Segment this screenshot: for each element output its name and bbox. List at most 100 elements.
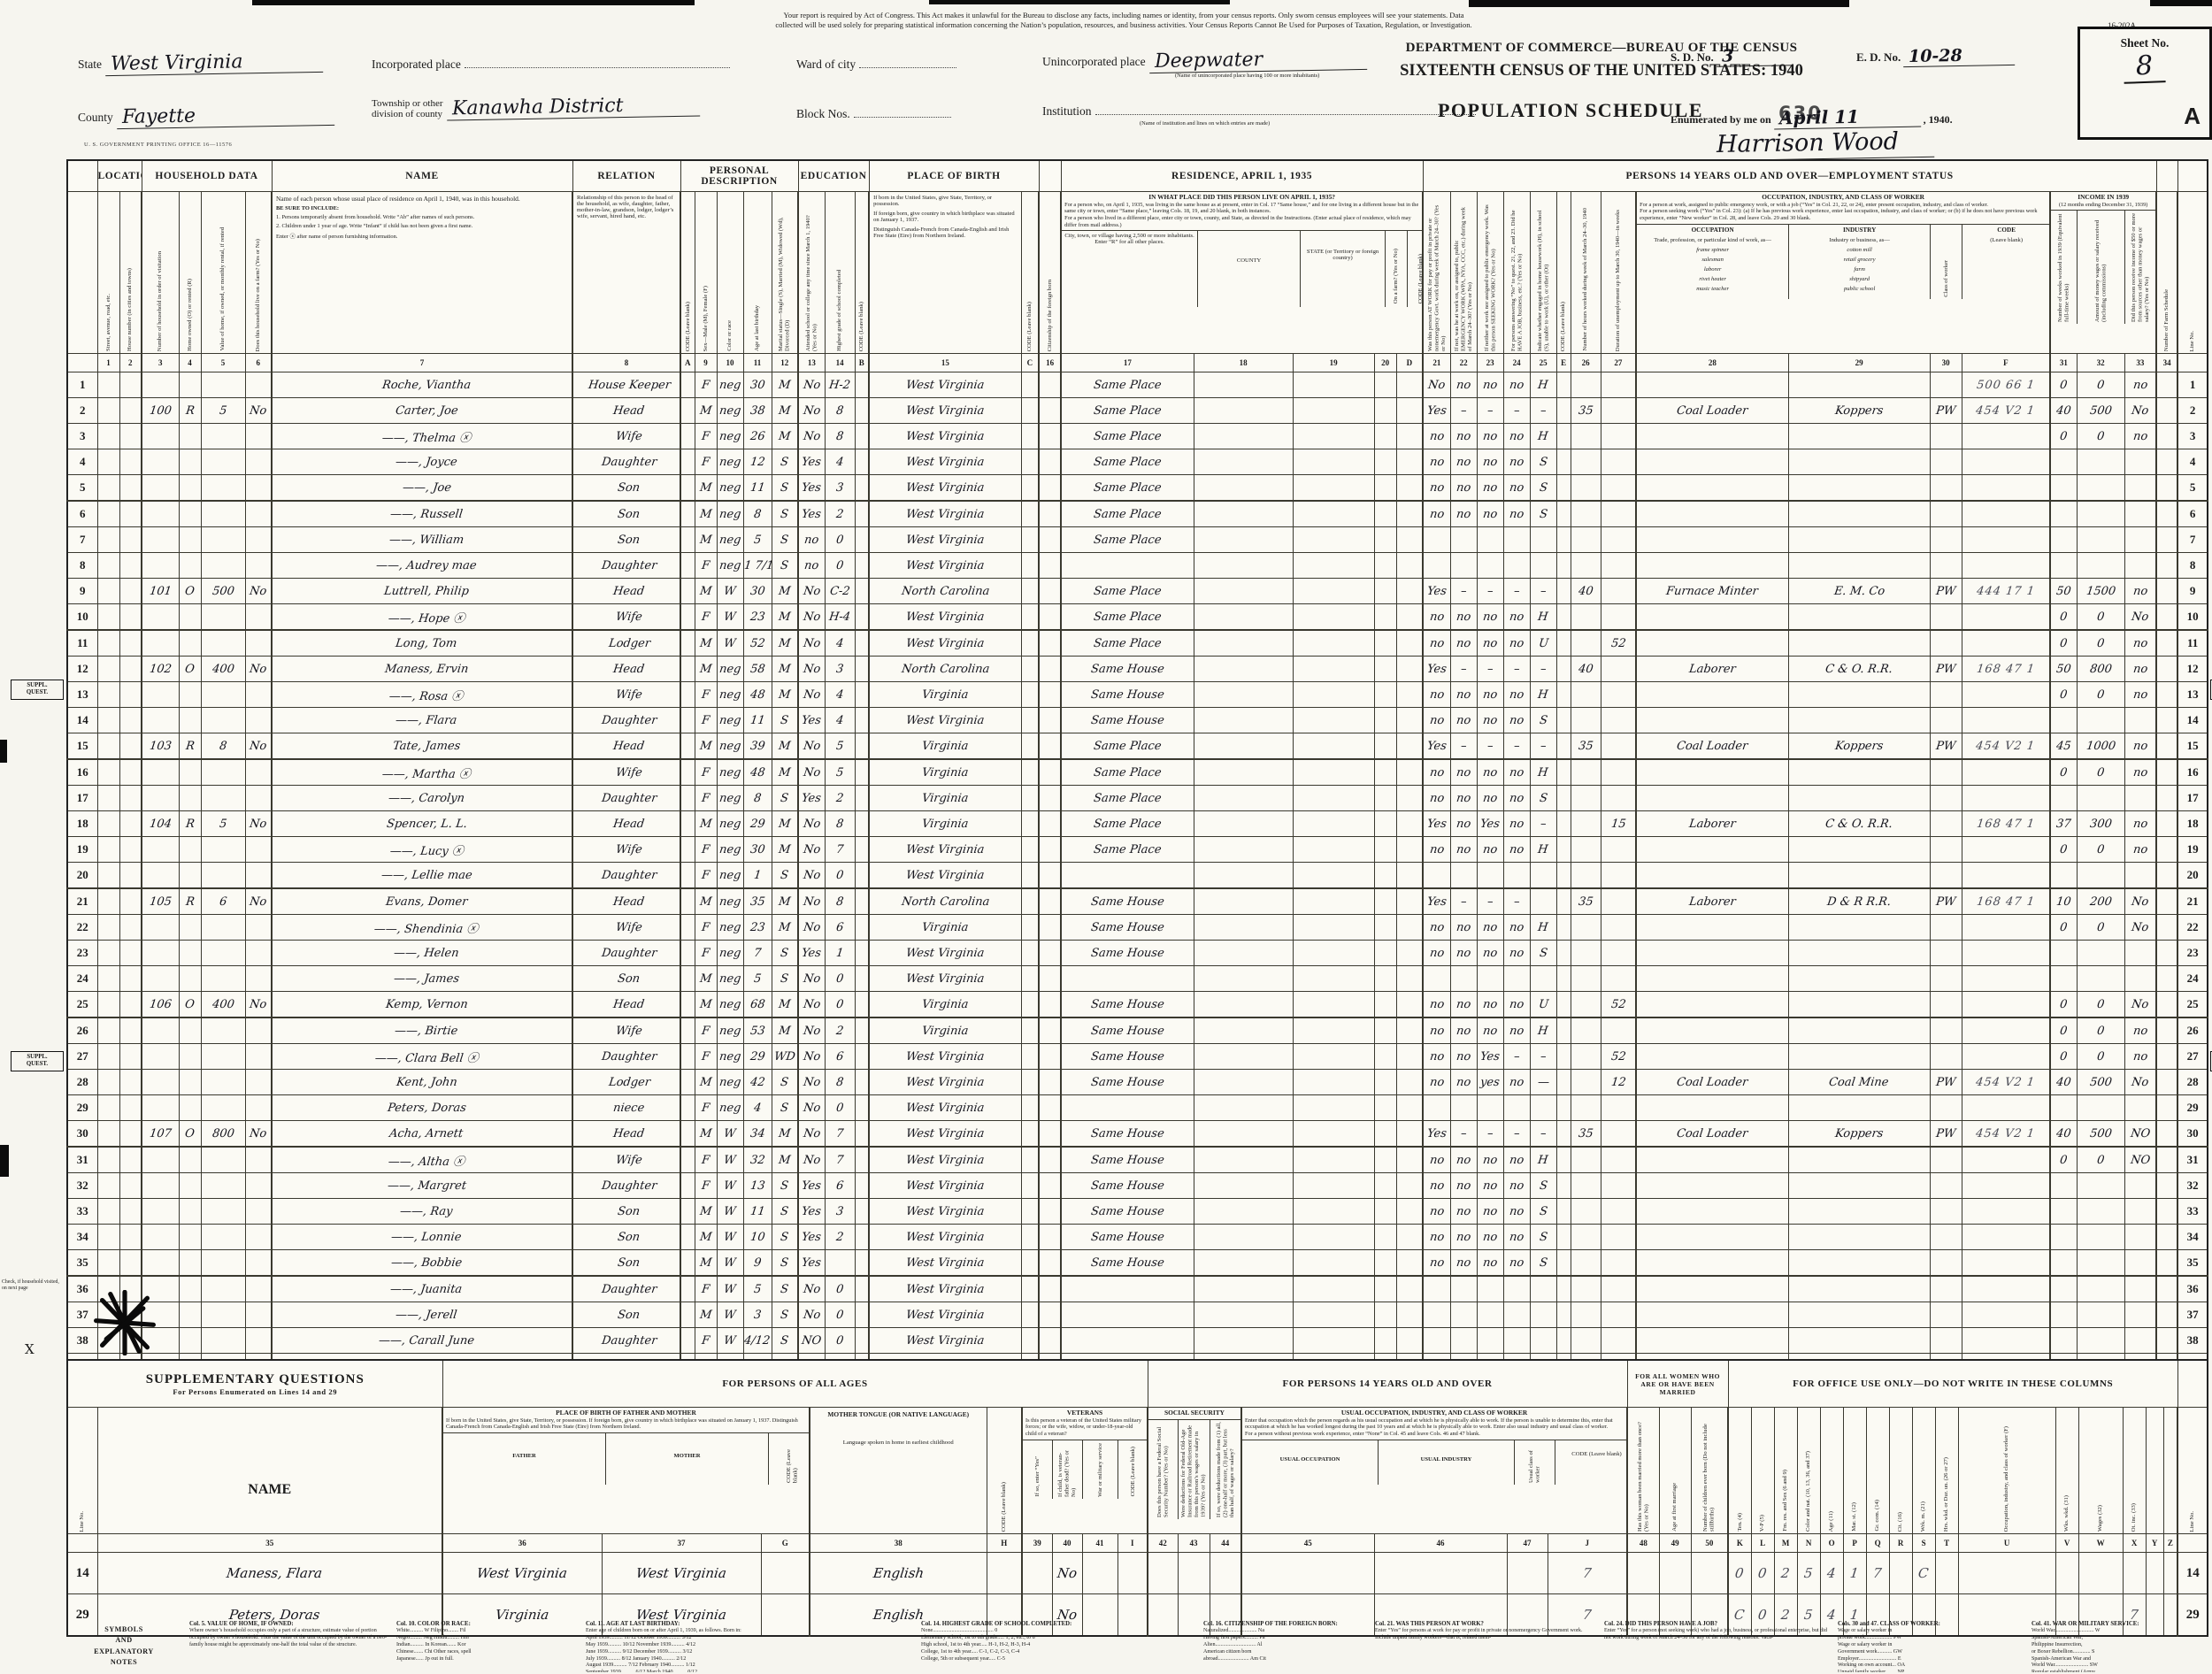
cell-codeE (1555, 1302, 1571, 1328)
column-number: 39 (1021, 1533, 1053, 1553)
cell-house (119, 449, 142, 475)
cell-res_city: Same House (1060, 1224, 1194, 1250)
cell-birth: North Carolina (868, 887, 1022, 915)
cell-w24: no (1502, 707, 1531, 733)
cell-grade: 8 (824, 423, 856, 449)
cell-color: neg (716, 526, 744, 553)
cell-ind (1787, 372, 1931, 398)
cell-res_county (1193, 1172, 1294, 1199)
cell-occ (1635, 991, 1789, 1018)
cell-age: 38 (742, 397, 772, 424)
cell-w24: no (1502, 914, 1531, 941)
cell-hours (1570, 500, 1601, 527)
cell-value (200, 1224, 246, 1250)
cell-otherinc: no (2124, 1017, 2157, 1044)
cell-dur (1600, 1275, 1637, 1302)
cell-codeC (1020, 603, 1040, 631)
cell-value (200, 526, 246, 553)
cell-codeC (1020, 578, 1040, 604)
cell-w21 (1422, 1302, 1451, 1328)
cell-school: No (797, 1275, 826, 1302)
cell-hh: 105 (141, 887, 180, 915)
cell-codeD (1395, 707, 1424, 733)
cell-w24: no (1502, 1146, 1531, 1173)
cell-color: neg (716, 1017, 744, 1044)
cell-hours (1570, 1302, 1601, 1328)
cell-res_state (1292, 887, 1375, 915)
cell-cit (1038, 397, 1062, 424)
cell-relation: Daughter (572, 552, 681, 579)
cell-w24: no (1502, 423, 1531, 449)
cell-otherinc (2124, 1172, 2157, 1199)
cell-own (178, 603, 202, 631)
cell-res_farm (1373, 991, 1397, 1018)
cell-color: neg (716, 887, 744, 915)
cell-hh: 103 (141, 733, 180, 760)
column-number: 5 (200, 353, 246, 372)
cell-w24: – (1502, 1043, 1531, 1070)
column-header-grade: Highest grade of school completed (824, 191, 856, 354)
cell-weeks: 0 (2049, 1146, 2078, 1173)
cell-occ (1635, 603, 1789, 631)
cell-codeD (1395, 500, 1424, 527)
cell-w24: no (1502, 1069, 1531, 1095)
cell-X: 7 (2122, 1593, 2147, 1637)
cell-res_state (1292, 578, 1375, 604)
cell-codeA (680, 603, 695, 631)
cell-lineL: 10 (66, 603, 98, 631)
cell-codeD (1395, 1172, 1424, 1199)
cell-W (2078, 1552, 2124, 1594)
sheet-value: 8 (2123, 50, 2167, 84)
cell-otherinc (2124, 474, 2157, 502)
cell-occ (1635, 500, 1789, 527)
cell-res_city: Same Place (1060, 785, 1194, 811)
cell-s44 (1209, 1552, 1242, 1594)
cell-codeC (1020, 1172, 1040, 1199)
cell-relation: Son (572, 1224, 681, 1250)
cell-codeA (680, 1069, 695, 1095)
cell-school: Yes (797, 1224, 826, 1250)
cell-w24: – (1502, 656, 1531, 682)
ed-field: E. D. No. 10-28 (1856, 44, 2016, 68)
cell-sex: M (694, 1224, 718, 1250)
cell-res_city: Same House (1060, 1249, 1194, 1277)
cell-res_farm (1373, 914, 1397, 941)
cell-age: 48 (742, 758, 772, 786)
unincorporated-field: Unincorporated place Deepwater (Name of … (1042, 46, 1367, 79)
cell-house (119, 965, 142, 992)
cell-weeks: 40 (2049, 397, 2078, 424)
cell-cls (1929, 862, 1962, 889)
cell-w21: no (1422, 681, 1451, 708)
person-row: 37 ——, Jerell Son M W 3 S No 0 West Virginia 37 (66, 1302, 2208, 1328)
state-field: State West Virginia (78, 49, 324, 77)
cell-cls: PW (1929, 887, 1962, 915)
cell-w24: no (1502, 940, 1531, 966)
cell-value (200, 862, 246, 889)
cell-grade: 1 (824, 940, 856, 966)
cell-hh (141, 862, 180, 889)
column-number: 8 (572, 353, 681, 372)
cell-w24 (1502, 965, 1531, 992)
cell-farm (244, 372, 273, 398)
cell-res_city: Same Place (1060, 836, 1194, 863)
cell-wages: 0 (2076, 914, 2125, 941)
cell-marital: M (771, 372, 799, 398)
column-header-farm: Does this household live on a farm? (Yes… (244, 191, 273, 354)
cell-farm: No (244, 656, 273, 682)
cell-birth: Virginia (868, 733, 1022, 760)
cell-dur (1600, 1120, 1637, 1148)
cell-lineR: 29 (2177, 1094, 2208, 1121)
cell-own (178, 372, 202, 398)
cell-street (96, 1069, 120, 1095)
cell-w24: no (1502, 836, 1531, 863)
cell-hh (141, 603, 180, 631)
cell-res_county (1193, 1198, 1294, 1225)
cell-value (200, 758, 246, 786)
cell-name: Acha, Arnett (271, 1120, 573, 1148)
cell-relation: Daughter (572, 449, 681, 475)
cell-occ (1635, 552, 1789, 579)
cell-weeks: 0 (2049, 758, 2078, 786)
cell-T (1934, 1593, 1959, 1637)
